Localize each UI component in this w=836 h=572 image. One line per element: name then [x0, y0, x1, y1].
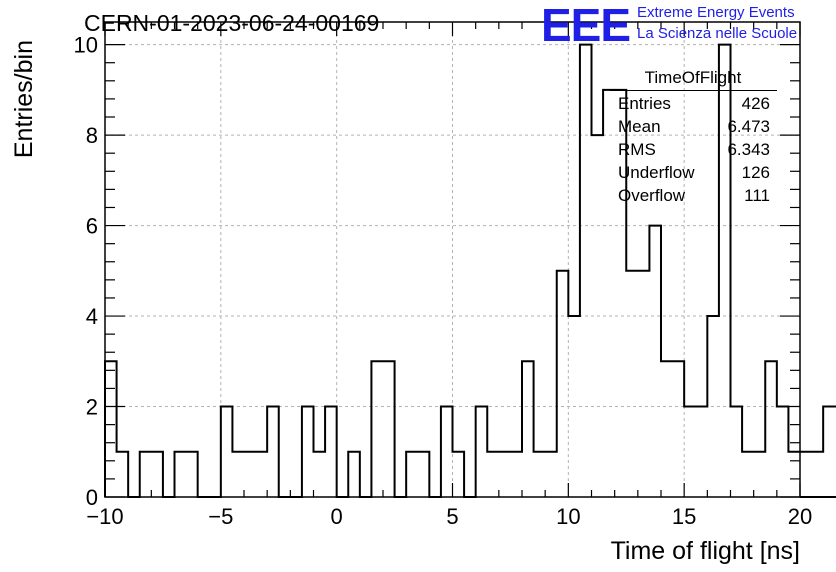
histogram-bin-7 — [186, 452, 198, 497]
histogram-bin-58 — [777, 407, 789, 497]
y-axis-label: Entries/bin — [10, 40, 38, 158]
histogram-bin-21 — [348, 452, 360, 497]
histogram-bin-14 — [267, 407, 279, 497]
stats-value-entries: 426 — [741, 94, 770, 113]
histogram-bin-3 — [140, 452, 152, 497]
y-tick-label-3: 6 — [86, 214, 98, 239]
histogram-bin-23 — [371, 361, 383, 497]
stats-value-overflow: 111 — [744, 186, 770, 205]
stats-value-underflow: 126 — [741, 163, 770, 182]
y-tick-label-2: 4 — [86, 304, 98, 329]
histogram-bin-30 — [453, 452, 465, 497]
histogram-bin-12 — [244, 452, 256, 497]
histogram-bin-27 — [418, 452, 430, 497]
histogram-bin-34 — [499, 452, 511, 497]
histogram-outline — [104, 43, 836, 498]
stats-value-rms: 6.343 — [727, 140, 770, 159]
y-tick-label-1: 2 — [86, 395, 98, 420]
histogram-bin-55 — [742, 452, 754, 497]
histogram-bin-29 — [441, 407, 453, 497]
stats-key-rms: RMS — [618, 140, 656, 159]
eee-logo-line2: La Scienza nelle Scuole — [637, 25, 798, 42]
stats-divider — [610, 90, 777, 91]
histogram-bin-11 — [232, 452, 244, 497]
histogram-bin-1 — [117, 452, 129, 497]
histogram-bin-10 — [221, 407, 233, 497]
histogram-bin-54 — [731, 407, 743, 497]
stats-key-overflow: Overflow — [618, 186, 686, 205]
histogram-bin-41 — [580, 45, 592, 497]
histogram-bin-37 — [534, 452, 546, 497]
histogram-bin-36 — [522, 361, 534, 497]
x-tick-label-6: 20 — [788, 504, 812, 529]
histogram-bin-57 — [765, 361, 777, 497]
histogram-bin-45 — [626, 271, 638, 497]
x-tick-label-2: 0 — [331, 504, 343, 529]
histogram-bin-48 — [661, 361, 673, 497]
x-tick-label-1: −5 — [208, 504, 233, 529]
stats-value-mean: 6.473 — [727, 117, 770, 136]
x-axis-label: Time of flight [ns] — [611, 537, 800, 565]
x-tick-label-5: 15 — [672, 504, 696, 529]
histogram-bin-53 — [719, 45, 731, 497]
histogram-bin-50 — [684, 407, 696, 497]
histogram-bin-61 — [812, 452, 824, 497]
histogram-bin-26 — [406, 452, 418, 497]
stats-key-underflow: Underflow — [618, 163, 695, 182]
histogram-bin-38 — [545, 452, 557, 497]
stats-key-mean: Mean — [618, 117, 661, 136]
eee-logo: EEE — [541, 0, 631, 51]
histogram-bin-24 — [383, 361, 395, 497]
histogram-bin-18 — [314, 452, 326, 497]
histogram-bin-33 — [487, 452, 499, 497]
histogram-bin-13 — [256, 452, 268, 497]
histogram-bin-56 — [754, 452, 766, 497]
x-tick-label-4: 10 — [556, 504, 580, 529]
histogram-bin-17 — [302, 407, 314, 497]
histogram-bin-47 — [649, 226, 661, 497]
x-tick-label-3: 5 — [446, 504, 458, 529]
histogram-bin-32 — [476, 407, 488, 497]
histogram-bin-59 — [788, 452, 800, 497]
histogram-bin-39 — [557, 271, 569, 497]
histogram-bin-0 — [105, 361, 117, 497]
stats-title: TimeOfFlight — [644, 68, 742, 87]
y-tick-label-4: 8 — [86, 123, 98, 148]
histogram-bin-46 — [638, 271, 650, 497]
histogram-bin-51 — [696, 407, 708, 497]
histogram-bin-35 — [510, 452, 522, 497]
y-tick-label-5: 10 — [74, 33, 98, 58]
histogram-bin-43 — [603, 90, 615, 497]
stats-key-entries: Entries — [618, 94, 671, 113]
y-tick-label-0: 0 — [86, 485, 98, 510]
eee-logo-line1: Extreme Energy Events — [637, 4, 795, 21]
histogram-bin-6 — [175, 452, 187, 497]
histogram-bin-19 — [325, 407, 337, 497]
run-title: CERN-01-2023-06-24-00169 — [84, 10, 380, 36]
histogram-bin-62 — [823, 407, 835, 497]
histogram-bin-49 — [673, 361, 685, 497]
x-tick-label-0: −10 — [86, 504, 123, 529]
histogram-bin-60 — [800, 452, 812, 497]
histogram-bin-4 — [151, 452, 163, 497]
